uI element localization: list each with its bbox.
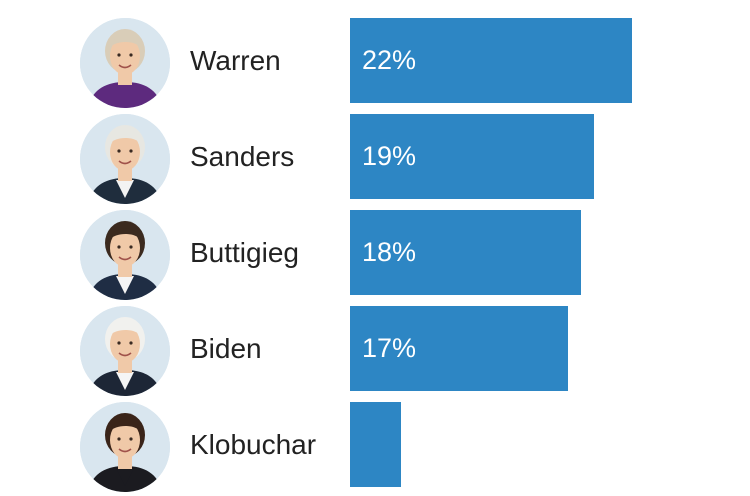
candidate-name: Buttigieg <box>190 237 299 268</box>
bar-value-label: 17% <box>362 333 417 363</box>
klobuchar-portrait-icon <box>80 402 170 492</box>
bar <box>350 402 401 487</box>
candidate-name: Warren <box>190 45 281 76</box>
bar: 19% <box>350 114 594 199</box>
candidate-name: Klobuchar <box>190 429 317 460</box>
candidate-row: Warren 22% <box>0 16 750 112</box>
bar-value-label: 18% <box>362 237 417 267</box>
candidate-row: Sanders 19% <box>0 112 750 208</box>
candidate-row: Buttigieg 18% <box>0 208 750 304</box>
sanders-portrait-icon <box>80 114 170 204</box>
bar-value-label: 19% <box>362 141 417 171</box>
candidate-row: Klobuchar <box>0 400 750 496</box>
buttigieg-portrait-icon <box>80 210 170 300</box>
biden-portrait-icon <box>80 306 170 396</box>
bar: 18% <box>350 210 581 295</box>
bar: 22% <box>350 18 632 103</box>
bar: 17% <box>350 306 568 391</box>
candidate-name: Sanders <box>190 141 295 172</box>
candidate-row: Biden 17% <box>0 304 750 400</box>
candidate-name: Biden <box>190 333 262 364</box>
warren-portrait-icon <box>80 18 170 108</box>
bar-value-label: 22% <box>362 45 417 75</box>
